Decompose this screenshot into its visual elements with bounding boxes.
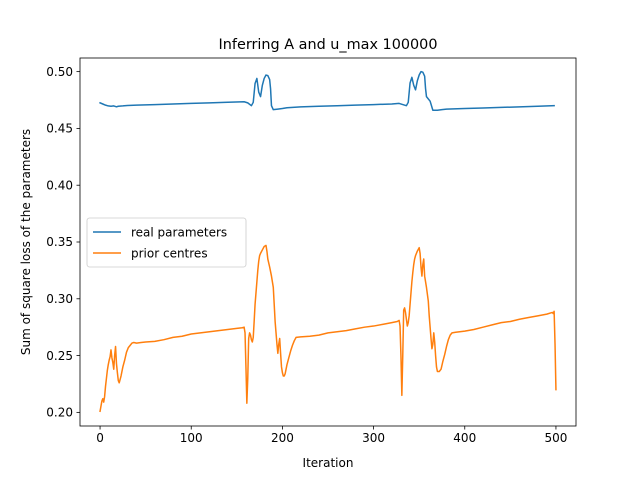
y-tick-label: 0.40	[46, 178, 73, 192]
y-axis-label: Sum of square loss of the parameters	[19, 129, 33, 355]
x-tick-label: 400	[453, 431, 476, 445]
legend-label-real-parameters: real parameters	[131, 226, 227, 240]
x-tick-label: 100	[180, 431, 203, 445]
legend: real parameters prior centres	[86, 217, 247, 268]
y-tick-label: 0.20	[46, 406, 73, 420]
y-tick-label: 0.30	[46, 292, 73, 306]
x-tick-label: 500	[544, 431, 567, 445]
series-line-real-parameters	[99, 70, 555, 111]
x-tick-label: 300	[362, 431, 385, 445]
chart-title: Inferring A and u_max 100000	[219, 37, 438, 53]
x-axis-label: Iteration	[303, 456, 354, 470]
y-tick-label: 0.25	[46, 349, 73, 363]
legend-box	[86, 217, 247, 268]
y-tick-label: 0.50	[46, 65, 73, 79]
axes: 0 100 200 300 400 500 0.20 0.25 0.30 0.35 0.40 0.45…	[46, 57, 577, 445]
plot-series	[99, 70, 557, 413]
y-tick-label: 0.35	[46, 235, 73, 249]
x-tick-label: 0	[96, 431, 104, 445]
legend-label-prior-centres: prior centres	[131, 247, 208, 261]
y-tick-label: 0.45	[46, 122, 73, 136]
series-line-prior-centres	[99, 244, 557, 413]
x-tick-label: 200	[271, 431, 294, 445]
